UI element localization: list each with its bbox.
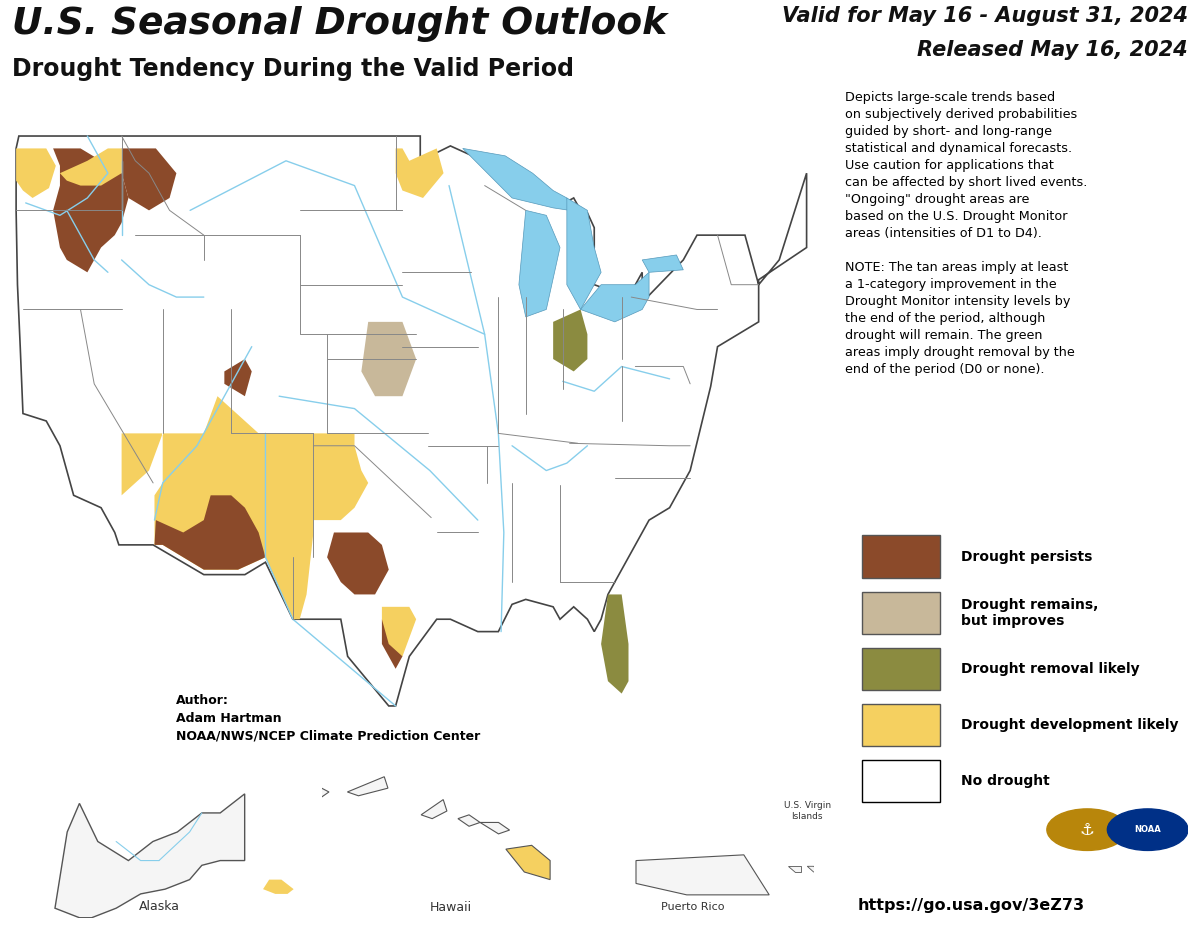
Text: Released May 16, 2024: Released May 16, 2024 [917, 40, 1188, 60]
Polygon shape [263, 880, 294, 894]
Text: U.S. Virgin
Islands: U.S. Virgin Islands [784, 801, 830, 820]
Polygon shape [311, 788, 329, 800]
Text: ⚓: ⚓ [1080, 820, 1094, 839]
Polygon shape [121, 396, 313, 619]
Text: Depicts large-scale trends based
on subjectively derived probabilities
guided by: Depicts large-scale trends based on subj… [845, 91, 1087, 376]
Polygon shape [601, 594, 629, 693]
Polygon shape [382, 607, 416, 656]
Polygon shape [463, 148, 570, 210]
Polygon shape [566, 198, 601, 310]
Text: NOAA: NOAA [1134, 825, 1162, 834]
Polygon shape [348, 777, 388, 795]
Polygon shape [155, 495, 265, 570]
Polygon shape [396, 148, 444, 198]
Polygon shape [16, 136, 806, 706]
Polygon shape [480, 822, 510, 834]
Text: Drought removal likely: Drought removal likely [961, 662, 1140, 676]
Text: Drought persists: Drought persists [961, 550, 1093, 564]
Text: U.S. Seasonal Drought Outlook: U.S. Seasonal Drought Outlook [12, 6, 667, 43]
Polygon shape [382, 619, 402, 668]
Polygon shape [361, 322, 416, 396]
Polygon shape [458, 815, 480, 826]
Circle shape [1046, 809, 1128, 850]
Polygon shape [518, 210, 560, 317]
Polygon shape [581, 273, 649, 322]
Polygon shape [53, 148, 128, 273]
Text: Puerto Rico: Puerto Rico [661, 902, 725, 912]
FancyBboxPatch shape [863, 760, 941, 803]
Polygon shape [300, 434, 368, 520]
Polygon shape [506, 845, 550, 880]
Polygon shape [60, 148, 121, 185]
Polygon shape [55, 794, 245, 918]
Polygon shape [642, 255, 683, 273]
Polygon shape [553, 310, 588, 372]
FancyBboxPatch shape [863, 648, 941, 690]
Circle shape [1108, 809, 1188, 850]
Polygon shape [328, 532, 389, 594]
Polygon shape [421, 800, 446, 819]
FancyBboxPatch shape [863, 536, 941, 578]
Text: No drought: No drought [961, 774, 1050, 788]
Text: Drought remains,
but improves: Drought remains, but improves [961, 598, 1099, 628]
Polygon shape [121, 148, 176, 210]
Polygon shape [636, 855, 769, 895]
Text: https://go.usa.gov/3eZ73: https://go.usa.gov/3eZ73 [858, 898, 1085, 913]
Polygon shape [788, 866, 800, 872]
Polygon shape [16, 148, 56, 198]
Polygon shape [224, 359, 252, 396]
Text: Alaska: Alaska [138, 900, 180, 913]
Text: Drought Tendency During the Valid Period: Drought Tendency During the Valid Period [12, 57, 574, 82]
FancyBboxPatch shape [863, 704, 941, 746]
Text: Drought development likely: Drought development likely [961, 718, 1178, 732]
Polygon shape [808, 866, 820, 872]
FancyBboxPatch shape [863, 591, 941, 634]
Text: Valid for May 16 - August 31, 2024: Valid for May 16 - August 31, 2024 [782, 6, 1188, 27]
Text: Author:
Adam Hartman
NOAA/NWS/NCEP Climate Prediction Center: Author: Adam Hartman NOAA/NWS/NCEP Clima… [176, 693, 481, 743]
Text: Hawaii: Hawaii [430, 901, 472, 914]
